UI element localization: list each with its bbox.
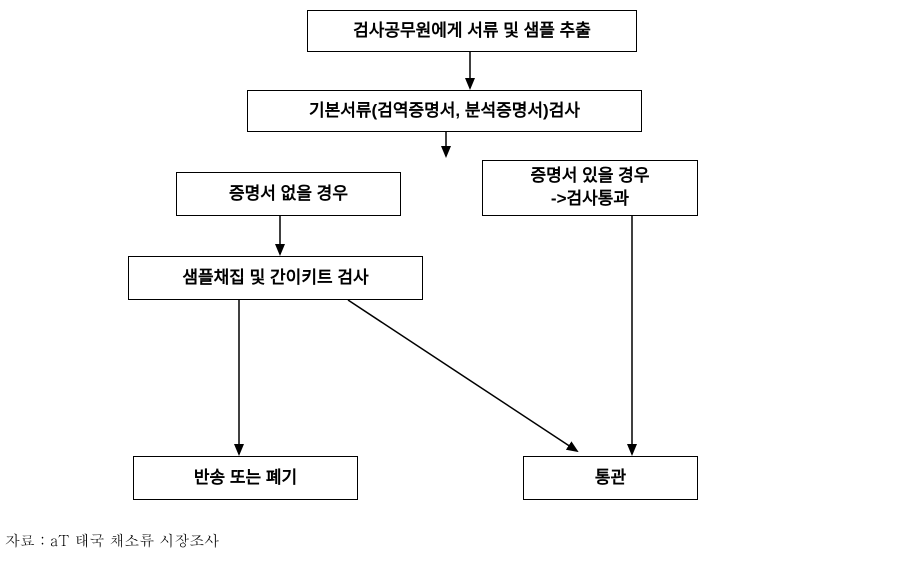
node-label: 검사공무원에게 서류 및 샘플 추출 — [353, 20, 591, 43]
node-return-or-dispose: 반송 또는 폐기 — [133, 456, 358, 500]
node-label: 샘플채집 및 간이키트 검사 — [182, 267, 368, 290]
node-label: 증명서 없을 경우 — [229, 183, 348, 206]
node-no-cert: 증명서 없을 경우 — [176, 172, 401, 216]
node-basic-docs-check: 기본서류(검역증명서, 분석증명서)검사 — [247, 90, 642, 132]
node-label: 통관 — [595, 467, 626, 490]
node-sample-kit-test: 샘플채집 및 간이키트 검사 — [128, 256, 423, 300]
node-label: 기본서류(검역증명서, 분석증명서)검사 — [309, 100, 580, 123]
source-citation: 자료 : aT 태국 채소류 시장조사 — [5, 530, 219, 551]
node-label: 반송 또는 폐기 — [194, 467, 297, 490]
node-has-cert: 증명서 있을 경우 ->검사통과 — [482, 160, 698, 216]
edge-n5-n7 — [348, 300, 577, 451]
node-submit-docs: 검사공무원에게 서류 및 샘플 추출 — [307, 10, 637, 52]
node-label: 증명서 있을 경우 ->검사통과 — [531, 165, 650, 211]
source-label: 자료 : aT 태국 채소류 시장조사 — [5, 530, 219, 551]
node-customs-clearance: 통관 — [523, 456, 698, 500]
